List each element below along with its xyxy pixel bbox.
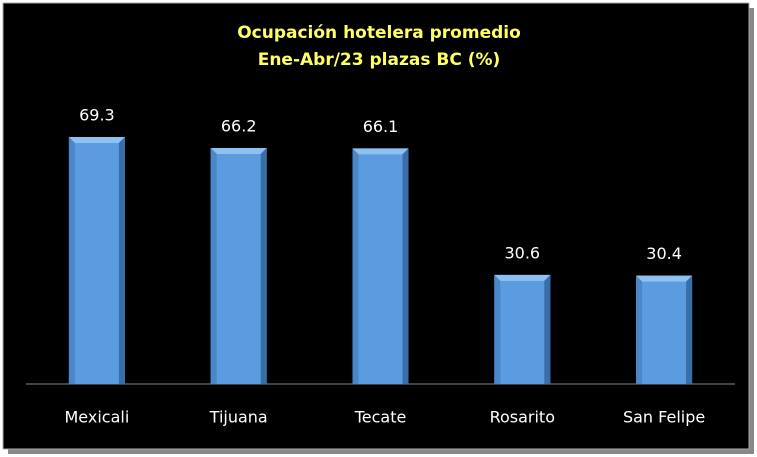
bar	[210, 148, 267, 384]
bar-bevel-right	[118, 137, 125, 384]
chart-subtitle: Ene-Abr/23 plazas BC (%)	[258, 50, 501, 70]
bar	[494, 274, 551, 384]
bar-bevel-left	[210, 148, 217, 384]
x-tick-label: Rosarito	[490, 408, 555, 427]
x-tick-label: San Felipe	[623, 408, 705, 427]
value-label: 69.3	[79, 106, 115, 125]
bar-bevel-right	[544, 274, 551, 384]
x-tick-label: Tecate	[354, 408, 407, 427]
value-label: 66.1	[363, 117, 399, 136]
bar	[636, 275, 693, 384]
x-tick-label: Mexicali	[65, 408, 130, 427]
x-tick-label: Tijuana	[209, 408, 268, 427]
value-label: 66.2	[221, 117, 257, 136]
bar-bevel-top	[494, 274, 551, 281]
bar	[352, 148, 409, 384]
bar-bevel-top	[352, 148, 409, 155]
bar-bevel-top	[210, 148, 267, 155]
chart-title: Ocupación hotelera promedio	[237, 23, 521, 43]
value-label: 30.4	[646, 244, 682, 263]
bar-bevel-left	[68, 137, 75, 384]
bar-bevel-top	[68, 137, 125, 143]
bar-bevel-right	[260, 148, 267, 384]
bar-bevel-left	[352, 148, 359, 384]
value-label: 30.6	[504, 243, 540, 262]
bar-bevel-top	[636, 275, 693, 282]
bar-bevel-left	[636, 275, 643, 384]
bar	[68, 137, 125, 384]
bar-bevel-left	[494, 274, 501, 384]
bar-bevel-right	[402, 148, 409, 384]
bar-bevel-right	[686, 275, 693, 384]
